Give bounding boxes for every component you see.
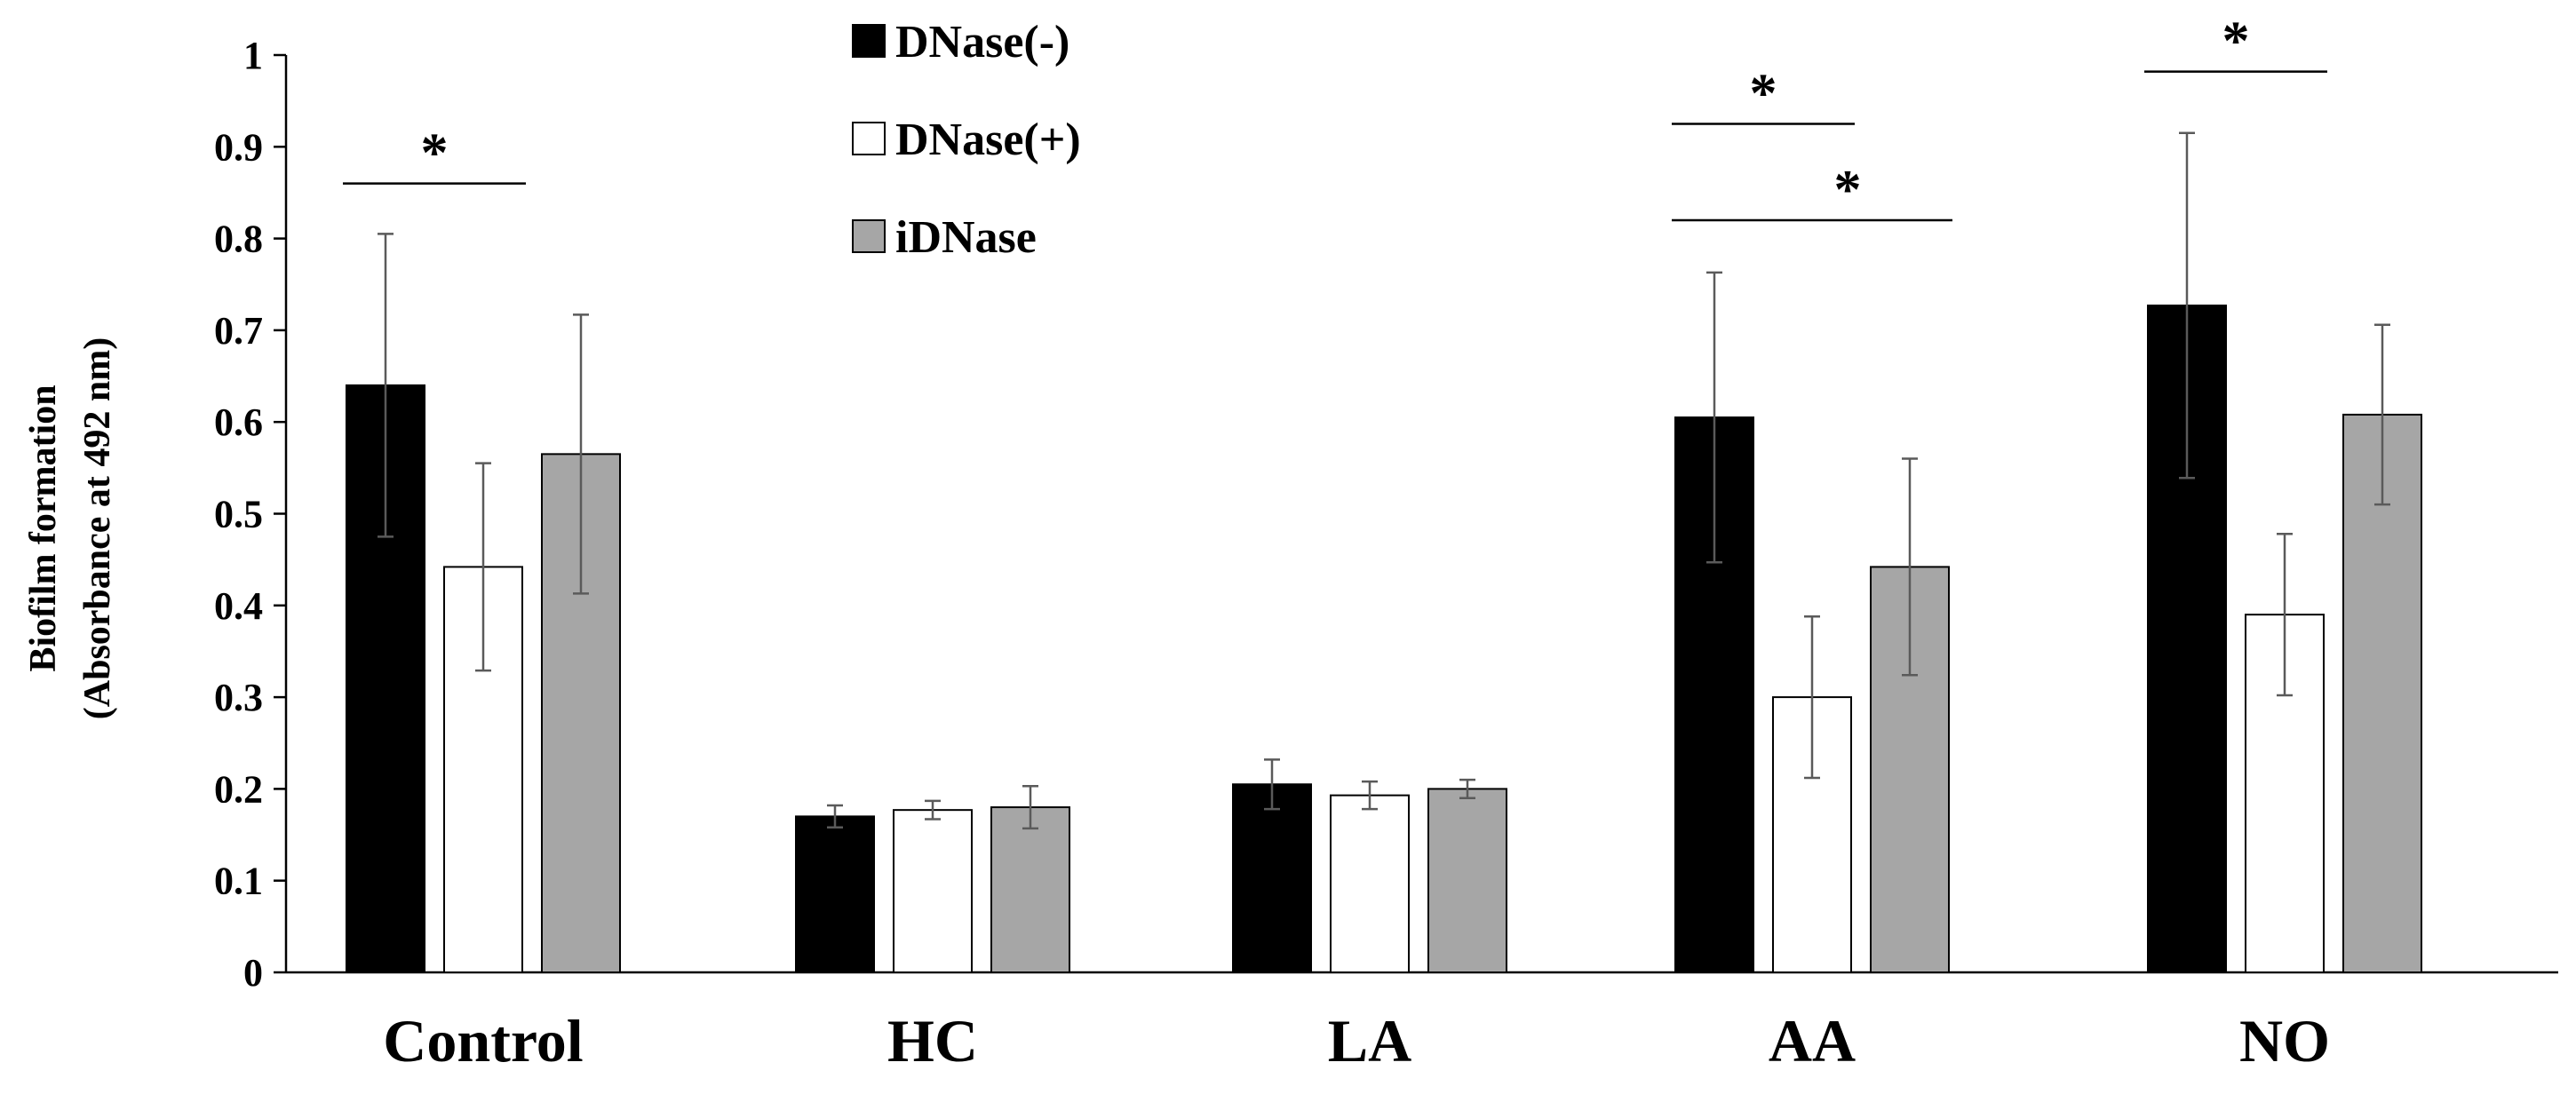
bar-idnase-no (2342, 413, 2422, 974)
category-label-aa: AA (1769, 1007, 1856, 1074)
error-bar (2374, 323, 2390, 506)
bars (346, 305, 2422, 974)
significance-star: * (1750, 63, 1777, 123)
y-tick-label: 0.4 (214, 584, 263, 628)
bar-dnase-la (1330, 794, 1410, 973)
y-axis-label-line1: Biofilm formation (23, 385, 64, 671)
bar-idnase-la (1427, 788, 1507, 974)
error-bar (827, 804, 843, 829)
y-tick-label: 0.2 (214, 767, 263, 811)
y-tick-label: 0.5 (214, 493, 263, 536)
significance-star: * (2222, 12, 2250, 72)
error-bar (925, 799, 941, 821)
legend-swatch (852, 122, 886, 155)
category-label-hc: HC (887, 1007, 978, 1074)
significance-star: * (1834, 160, 1862, 220)
legend-swatch (852, 219, 886, 253)
bar-dnase-la (1232, 783, 1312, 973)
error-bar (573, 313, 589, 595)
error-bar (1804, 614, 1820, 780)
error-bar (1022, 785, 1038, 830)
bar-idnase-hc (990, 806, 1070, 973)
legend-label: iDNase (895, 212, 1037, 263)
legend-label: DNase(+) (895, 115, 1081, 165)
category-label-no: NO (2239, 1007, 2330, 1074)
bar-idnase-control (541, 453, 621, 974)
y-axis-label-line2: (Absorbance at 492 nm) (77, 337, 118, 719)
bar-dnase-hc (795, 815, 875, 974)
legend-item-idnase: iDNase (852, 212, 1037, 263)
significance-markers: * * * * (343, 12, 2327, 222)
legend-item-dnase: DNase(+) (852, 115, 1081, 165)
y-tick-label: 0.1 (214, 860, 263, 903)
legend-item-dnase: DNase(-) (852, 17, 1069, 67)
y-tick-label: 0.6 (214, 400, 263, 444)
error-bar (475, 462, 491, 672)
error-bar (378, 233, 394, 538)
y-tick-label: 0.3 (214, 676, 263, 719)
legend-swatch (852, 24, 886, 58)
category-labels: Control HC LA AA NO (383, 1007, 2330, 1074)
error-bar (1264, 758, 1280, 811)
error-bar (1902, 457, 1918, 677)
error-bar (1459, 778, 1475, 799)
y-tick-label: 0.7 (214, 309, 263, 353)
error-bar (1706, 271, 1722, 564)
y-tick-label: 0.8 (214, 218, 263, 261)
error-bar (2179, 131, 2195, 480)
category-label-control: Control (383, 1007, 583, 1074)
significance-star: * (421, 123, 449, 184)
error-bar (1362, 780, 1378, 811)
axes: 0 0.1 0.2 0.3 0.4 0.5 0.6 0.7 0.8 0.9 1 (214, 34, 2558, 995)
bar-dnase-hc (893, 809, 973, 973)
legend-label: DNase(-) (895, 17, 1069, 67)
error-bars (378, 131, 2390, 830)
y-tick-label: 1 (243, 34, 263, 77)
category-label-la: LA (1328, 1007, 1411, 1074)
y-tick-label: 0.9 (214, 125, 263, 169)
error-bar (2277, 532, 2293, 697)
legend: DNase(-) DNase(+) iDNase (852, 17, 1081, 263)
y-tick-label: 0 (243, 951, 263, 995)
